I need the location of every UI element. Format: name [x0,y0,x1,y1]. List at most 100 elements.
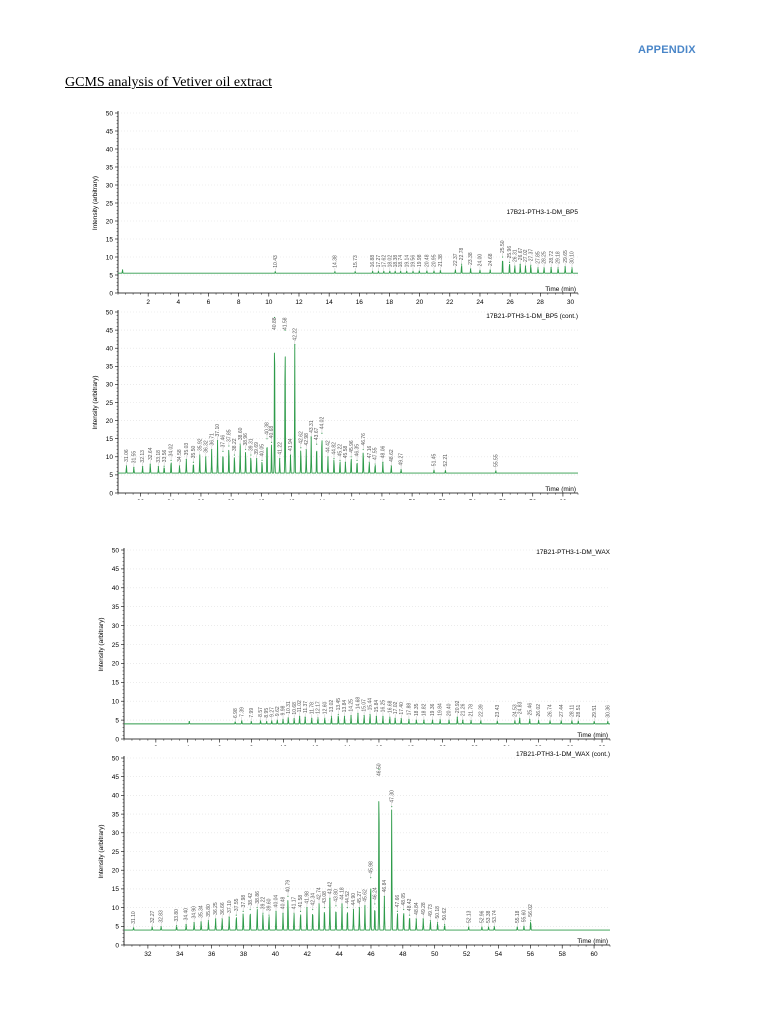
y-tick-label: 15 [112,886,120,893]
peak-label: 24.83 [517,701,523,714]
peak-label: 42.74 [317,887,323,900]
x-tick-label: 16 [375,745,383,746]
chromatogram-svg: 0 5 10 15 20 25 30 35 40 45 50 32 34 36 38 40 42 44 46 48 50… [98,751,611,958]
peak-label: 32.64 [148,447,154,460]
x-tick-label: 20 [416,299,424,306]
peak-label: 11.78 [309,702,315,714]
y-tick-label: 30 [106,182,114,189]
peak-label: 21.78 [469,704,475,717]
peak-label: 36.25 [213,902,219,915]
y-tick-label: 0 [115,942,119,949]
x-tick-label: 22 [471,745,479,746]
peak-label: 38.96 [243,433,249,446]
peak-label: 27.37 [528,249,534,262]
chart-title: 17B21-PTH3-1-DM_WAX [536,549,610,556]
peak-label: 42.34 [310,893,316,906]
peak-label: 10.68 [292,702,298,715]
peak-label: 17.02 [393,701,399,714]
peak-label: 19.98 [417,254,423,267]
peak-label: 11.02 [297,700,303,712]
peak-label: 43.42 [327,882,333,895]
y-tick-label: 10 [106,254,114,261]
peak-label: 27.44 [559,704,565,717]
chromatogram-svg: 0 5 10 15 20 25 30 35 40 45 50 32 34 36 38 40 42 44 46 48 50… [92,309,579,500]
peak-label: 55.55 [493,454,499,467]
x-tick-label: 48 [399,951,407,958]
peak-label: 15.73 [353,255,359,268]
peak-label: 47.66 [395,895,401,908]
peak-label: 47.16 [367,445,373,458]
document-title: GCMS analysis of Vetiver oil extract [65,75,272,90]
peak-label: 48.06 [380,445,386,458]
peak-label: 9.62 [275,706,281,716]
peak-label: 21.38 [438,254,444,267]
peak-label: 44.52 [345,891,351,904]
peak-label: 20.48 [424,254,430,267]
x-tick-label: 20 [439,745,447,746]
peak-label: 55.18 [515,910,521,923]
x-tick-label: 28 [537,299,545,306]
peak-label: 49.28 [421,902,427,915]
x-tick-label: 44 [335,951,343,958]
x-tick-label: 4 [186,745,190,746]
y-axis-label: Intensity (arbitrary) [92,375,99,429]
x-tick-label: 58 [559,951,567,958]
x-tick-label: 32 [144,951,152,958]
peak-label: 22.37 [453,253,459,266]
peak-label: 28.11 [570,704,576,716]
y-tick-label: 35 [112,604,120,611]
peak-label: 12.17 [316,701,322,714]
peak-label: 35.03 [184,443,190,456]
peak-marker [577,720,579,722]
y-tick-label: 20 [112,661,120,668]
peak-label: 37.46 [221,435,227,448]
peak-marker [400,717,402,720]
peak-label: 17.62 [381,255,387,268]
peak-label: 48.42 [407,898,413,911]
x-tick-label: 34 [176,951,184,958]
y-tick-label: 10 [112,699,120,706]
peak-label: 20.95 [432,254,438,267]
x-tick-label: 42 [304,951,312,958]
peak-label: 19.84 [438,703,444,716]
x-tick-label: 8 [250,745,254,746]
peak-label: 33.18 [156,450,162,463]
peak-marker [200,921,202,923]
peak-label: 41.17 [292,896,298,909]
peak-label: 41.58 [283,317,289,330]
peak-label: 29.51 [592,705,598,718]
peak-label: 45.62 [363,889,369,902]
peak-label: 18.02 [387,255,393,268]
peak-label: 39.60 [267,898,273,911]
x-tick-label: 46 [367,951,375,958]
peak-label: 42.62 [298,431,304,444]
peak-label: 15.84 [374,700,380,713]
peak-marker [294,343,296,346]
x-tick-label: 40 [272,951,280,958]
peak-label: 16.25 [381,700,387,713]
peak-label: 19.36 [430,703,436,716]
peak-label: 40.68 [269,426,275,439]
peak-label: 47.30 [389,790,395,803]
x-tick-label: 2 [146,299,150,306]
y-tick-label: 40 [106,146,114,153]
x-tick-label: 50 [431,951,439,958]
peak-label: 37.85 [226,429,232,442]
peak-label: 37.10 [215,424,221,437]
peak-label: 42.98 [304,433,310,446]
peak-label: 52.21 [443,454,449,467]
peak-label: 43.08 [322,891,328,904]
peak-label: 52.13 [466,910,472,923]
x-tick-label: 12 [295,299,303,306]
peak-label: 17.27 [376,255,382,268]
peak-label: 14.25 [349,699,355,712]
peak-label: 23.38 [468,252,474,265]
peak-label: 28.25 [542,251,548,264]
peak-label: 8.95 [264,708,270,718]
peak-label: 56.02 [528,904,534,917]
peak-label: 43.31 [309,420,315,433]
y-tick-label: 45 [112,566,120,573]
x-tick-label: 12 [312,745,320,746]
chromatogram-trace [123,801,611,931]
peak-label: 35.50 [191,445,197,458]
